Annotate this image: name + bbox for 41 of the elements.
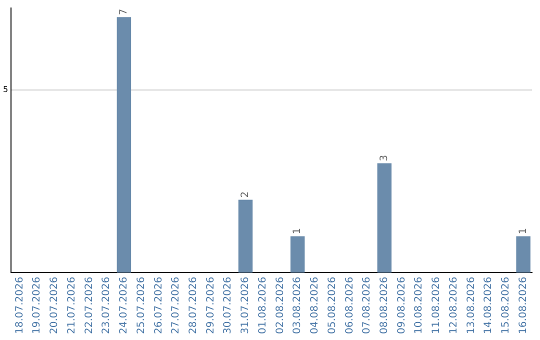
x-tick-label: 29.07.2026 — [205, 276, 216, 334]
x-tick-label: 27.07.2026 — [170, 276, 182, 334]
x-tick-label: 16.08.2026 — [518, 276, 529, 334]
bar — [290, 236, 305, 273]
x-tick-label: 04.08.2026 — [310, 276, 321, 334]
x-tick-label: 07.08.2026 — [362, 276, 373, 334]
x-tick-label: 09.08.2026 — [396, 276, 408, 334]
x-tick-label: 01.08.2026 — [257, 276, 268, 334]
x-tick-label: 31.07.2026 — [240, 276, 252, 334]
x-tick-label: 23.07.2026 — [101, 276, 112, 334]
data-label: 7 — [118, 8, 130, 16]
x-tick-label: 10.08.2026 — [414, 276, 425, 334]
data-label: 1 — [518, 228, 529, 234]
x-tick-label: 20.07.2026 — [49, 276, 60, 334]
x-tick-label: 14.08.2026 — [483, 276, 494, 334]
x-tick-label: 11.08.2026 — [431, 276, 442, 334]
y-tick-label: 5 — [2, 85, 8, 94]
x-tick-label: 22.07.2026 — [84, 276, 95, 334]
bar — [516, 236, 530, 273]
data-label: 2 — [240, 191, 252, 198]
x-tick-label: 26.07.2026 — [153, 276, 164, 334]
bar — [116, 17, 132, 273]
x-tick-label: 08.08.2026 — [379, 276, 390, 334]
x-tick-label: 02.08.2026 — [274, 276, 286, 334]
x-tick-label: 12.08.2026 — [448, 276, 460, 334]
x-tick-label: 03.08.2026 — [292, 276, 304, 334]
x-tick-label: 05.08.2026 — [326, 276, 338, 334]
x-tick-label: 15.08.2026 — [500, 276, 512, 334]
bar — [377, 163, 392, 273]
x-tick-label: 13.08.2026 — [466, 276, 477, 334]
x-tick-label: 28.07.2026 — [188, 276, 199, 334]
data-label: 3 — [379, 154, 390, 162]
data-label: 1 — [292, 228, 304, 234]
x-tick-label: 06.08.2026 — [344, 276, 356, 334]
x-tick-label: 19.07.2026 — [32, 276, 43, 334]
x-tick-label: 30.07.2026 — [222, 276, 234, 334]
x-tick-label: 24.07.2026 — [118, 276, 130, 334]
x-tick-label: 18.07.2026 — [14, 276, 26, 334]
x-tick-label: 21.07.2026 — [66, 276, 78, 334]
x-tick-label: 25.07.2026 — [136, 276, 147, 334]
bar — [238, 200, 253, 273]
